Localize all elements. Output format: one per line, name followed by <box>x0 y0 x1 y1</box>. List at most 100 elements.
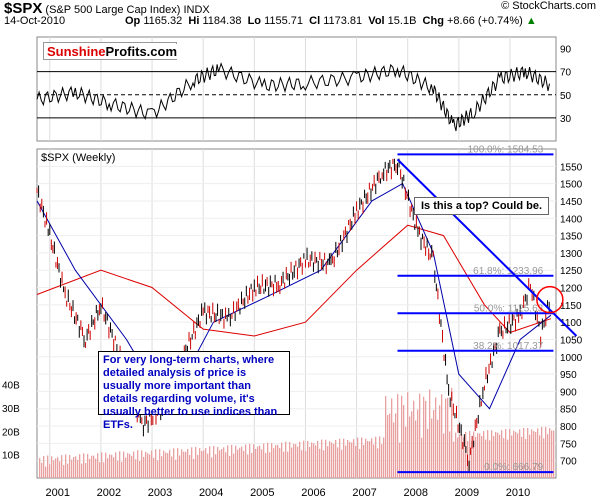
price-tick-label: 1300 <box>560 249 583 260</box>
volume-bar <box>203 450 205 478</box>
volume-bar <box>423 396 425 478</box>
volume-bar <box>169 449 171 478</box>
volume-bar <box>49 464 51 478</box>
price-tick-label: 1150 <box>560 301 582 312</box>
volume-bar <box>255 448 257 478</box>
fib-level-label: 38.2%: 1017.37 <box>473 341 543 352</box>
volume-bar <box>177 448 179 478</box>
volume-bar <box>521 436 523 478</box>
volume-tick-label: 30B <box>2 404 20 415</box>
volume-bar <box>87 453 89 478</box>
volume-bar <box>367 441 369 478</box>
ohlc-row: Op 1165.32 Hi 1184.38 Lo 1155.71 Cl 1173… <box>125 15 537 27</box>
volume-bar <box>275 445 277 478</box>
volume-bar <box>277 444 279 478</box>
volume-bar <box>195 447 197 478</box>
volume-bar <box>369 441 371 478</box>
x-tick-label: 2005 <box>250 487 274 499</box>
volume-bar <box>77 460 79 478</box>
volume-bar <box>231 444 233 478</box>
volume-bar <box>487 429 489 478</box>
volume-bar <box>527 428 529 478</box>
volume-bar <box>431 418 433 478</box>
volume-bar <box>331 442 333 478</box>
volume-bar <box>309 446 311 478</box>
volume-bar <box>315 445 317 478</box>
price-tick-label: 950 <box>560 370 577 381</box>
volume-bar <box>439 405 441 478</box>
volume-bar <box>207 453 209 478</box>
volume-bar <box>119 451 121 478</box>
volume-bar <box>115 452 117 478</box>
volume-bar <box>445 398 447 478</box>
price-tick-label: 1550 <box>560 162 583 173</box>
volume-bar <box>131 455 133 478</box>
index-name: (S&P 500 Large Cap Index) <box>45 4 181 16</box>
volume-bar <box>285 441 287 478</box>
volume-bar <box>499 434 501 478</box>
volume-bar <box>95 458 97 478</box>
volume-bar <box>105 452 107 478</box>
volume-bar <box>515 431 517 478</box>
brand[interactable]: © StockCharts.com <box>501 0 596 12</box>
volume-bar <box>257 446 259 478</box>
volume-bar <box>293 443 295 478</box>
volume-bar <box>161 456 163 478</box>
volume-bar <box>239 447 241 478</box>
volume-bar <box>279 448 281 478</box>
volume-bar <box>353 439 355 478</box>
volume-bar <box>457 437 459 478</box>
volume-bar <box>151 450 153 478</box>
volume-bar <box>377 448 379 478</box>
volume-bar <box>123 451 125 478</box>
volume-bar <box>263 443 265 478</box>
volume-bar <box>145 451 147 478</box>
volume-bar <box>221 449 223 478</box>
volume-bar <box>387 415 389 478</box>
volume-bar <box>503 438 505 478</box>
volume-bar <box>191 447 193 478</box>
volume-bar <box>525 438 527 478</box>
sunshine-logo: SunshineProfits.com <box>43 42 178 60</box>
top-callout: Is this a top? Could be. <box>414 197 549 215</box>
volume-bar <box>305 450 307 478</box>
volume-bar <box>273 448 275 478</box>
chart-date: 14-Oct-2010 <box>4 15 66 27</box>
volume-bar <box>245 444 247 478</box>
volume-bar <box>375 436 377 478</box>
volume-bar <box>199 448 201 478</box>
x-tick-label: 2010 <box>506 487 530 499</box>
volume-bar <box>97 453 99 478</box>
volume-bar <box>383 437 385 478</box>
price-tick-label: 1500 <box>560 180 583 191</box>
volume-bar <box>407 392 409 478</box>
volume-bar <box>547 434 549 478</box>
volume-bar <box>173 448 175 478</box>
price-tick-label: 750 <box>560 439 577 450</box>
volume-bar <box>443 433 445 478</box>
volume-bar <box>479 433 481 478</box>
volume-bar <box>511 435 513 478</box>
volume-bar <box>509 429 511 478</box>
volume-bar <box>329 441 331 478</box>
volume-bar <box>167 453 169 478</box>
volume-bar <box>259 445 261 478</box>
x-tick-label: 2008 <box>403 487 427 499</box>
volume-bar <box>497 432 499 478</box>
x-tick-label: 2007 <box>352 487 376 499</box>
volume-bar <box>193 458 195 478</box>
volume-bar <box>373 444 375 478</box>
volume-bar <box>501 430 503 478</box>
volume-bar <box>283 451 285 478</box>
volume-bar <box>349 441 351 478</box>
volume-bar <box>117 460 119 478</box>
rsi-tick-label: 70 <box>560 68 572 79</box>
x-tick-label: 2004 <box>199 487 223 499</box>
volume-bar <box>347 440 349 478</box>
volume-bar <box>217 446 219 478</box>
volume-bar <box>495 431 497 478</box>
volume-bar <box>417 409 419 478</box>
volume-bar <box>549 428 551 478</box>
volume-bar <box>341 449 343 478</box>
rsi-tick-label: 90 <box>560 45 572 56</box>
